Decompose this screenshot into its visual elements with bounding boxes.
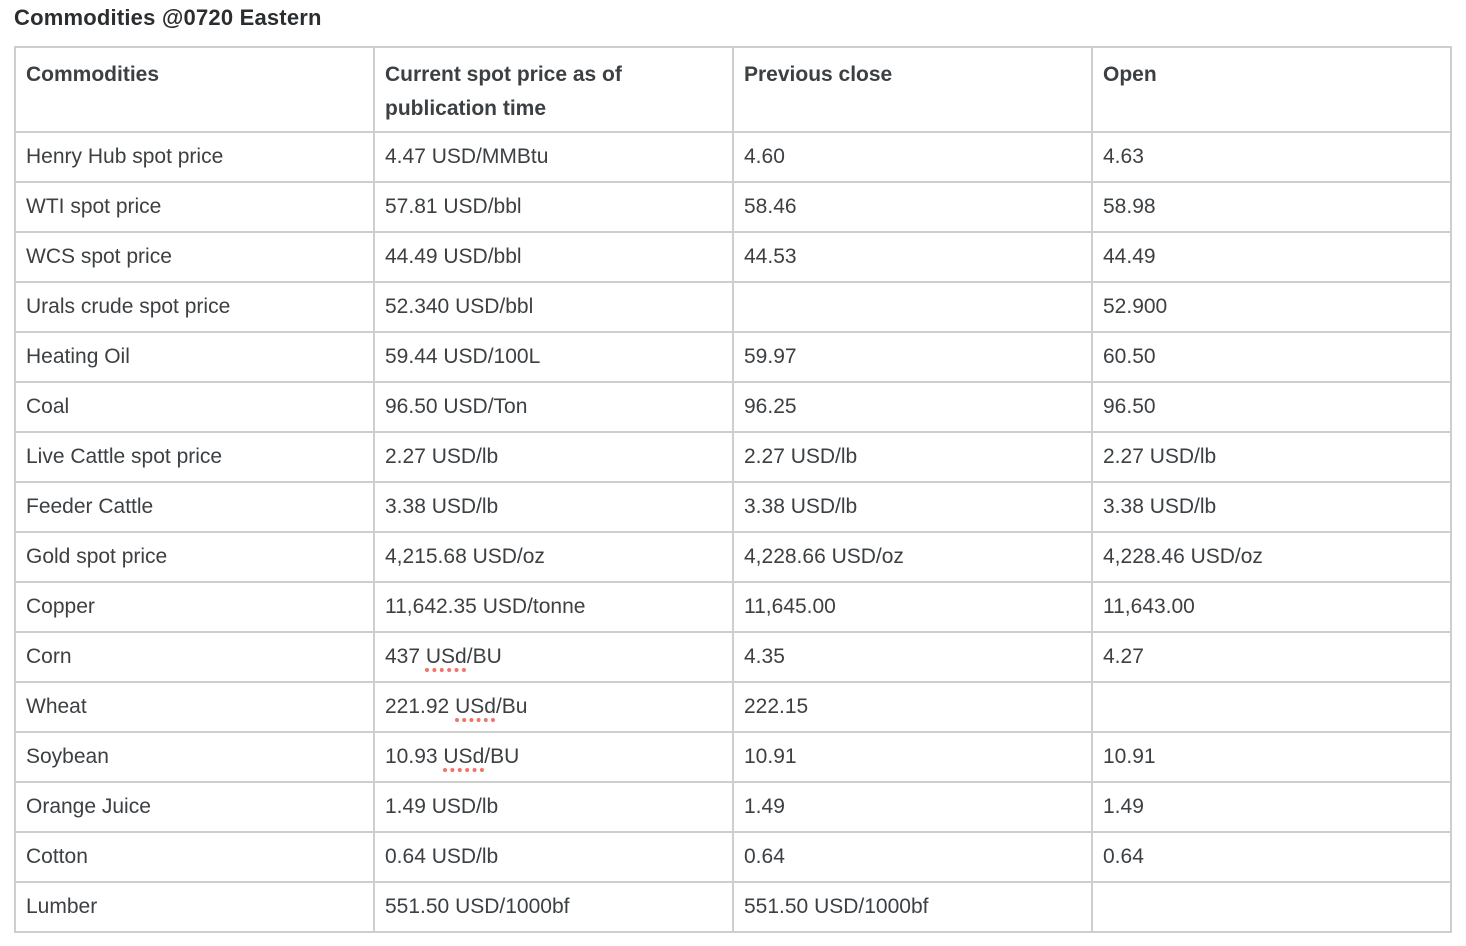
table-row: Henry Hub spot price 4.47 USD/MMBtu 4.60 4.…: [14, 131, 1452, 184]
current-price-cell[interactable]: 59.44 USD/100L: [373, 331, 734, 384]
current-price-cell[interactable]: 221.92 USd/Bu: [373, 681, 734, 734]
table-row: Wheat 221.92 USd/Bu 222.15: [14, 681, 1452, 734]
commodity-name-cell[interactable]: WCS spot price: [14, 231, 375, 284]
current-price-cell[interactable]: 4,215.68 USD/oz: [373, 531, 734, 584]
table-row: Lumber 551.50 USD/1000bf 551.50 USD/1000bf: [14, 881, 1452, 934]
table-row: Cotton 0.64 USD/lb 0.64 0.64: [14, 831, 1452, 884]
previous-close-cell[interactable]: 96.25: [732, 381, 1093, 434]
commodity-name-cell[interactable]: Henry Hub spot price: [14, 131, 375, 184]
open-cell[interactable]: 0.64: [1091, 831, 1452, 884]
commodity-name-cell[interactable]: Live Cattle spot price: [14, 431, 375, 484]
previous-close-cell[interactable]: 0.64: [732, 831, 1093, 884]
table-row: Urals crude spot price 52.340 USD/bbl 52.9…: [14, 281, 1452, 334]
open-cell[interactable]: 60.50: [1091, 331, 1452, 384]
open-cell[interactable]: 96.50: [1091, 381, 1452, 434]
open-cell[interactable]: 4.27: [1091, 631, 1452, 684]
column-header-previous-close[interactable]: Previous close: [732, 46, 1093, 134]
commodity-name-cell[interactable]: Soybean: [14, 731, 375, 784]
previous-close-cell[interactable]: 4,228.66 USD/oz: [732, 531, 1093, 584]
open-cell[interactable]: [1091, 681, 1452, 734]
commodity-name-cell[interactable]: Cotton: [14, 831, 375, 884]
table-row: Live Cattle spot price 2.27 USD/lb 2.27 US…: [14, 431, 1452, 484]
previous-close-cell[interactable]: 11,645.00: [732, 581, 1093, 634]
previous-close-cell[interactable]: 59.97: [732, 331, 1093, 384]
current-price-cell[interactable]: 1.49 USD/lb: [373, 781, 734, 834]
current-price-cell[interactable]: 551.50 USD/1000bf: [373, 881, 734, 934]
open-cell[interactable]: 58.98: [1091, 181, 1452, 234]
commodity-name-cell[interactable]: Corn: [14, 631, 375, 684]
column-header-open[interactable]: Open: [1091, 46, 1452, 134]
open-cell[interactable]: 10.91: [1091, 731, 1452, 784]
open-cell[interactable]: 2.27 USD/lb: [1091, 431, 1452, 484]
commodity-name-cell[interactable]: WTI spot price: [14, 181, 375, 234]
previous-close-cell[interactable]: 2.27 USD/lb: [732, 431, 1093, 484]
current-price-cell[interactable]: 10.93 USd/BU: [373, 731, 734, 784]
commodity-name-cell[interactable]: Lumber: [14, 881, 375, 934]
table-row: Feeder Cattle 3.38 USD/lb 3.38 USD/lb 3.38 …: [14, 481, 1452, 534]
open-cell[interactable]: 52.900: [1091, 281, 1452, 334]
column-header-commodities[interactable]: Commodities: [14, 46, 375, 134]
commodity-name-cell[interactable]: Copper: [14, 581, 375, 634]
open-cell[interactable]: 11,643.00: [1091, 581, 1452, 634]
open-cell[interactable]: 4.63: [1091, 131, 1452, 184]
open-cell[interactable]: 1.49: [1091, 781, 1452, 834]
commodity-name-cell[interactable]: Urals crude spot price: [14, 281, 375, 334]
table-row: Corn 437 USd/BU 4.35 4.27: [14, 631, 1452, 684]
misspelled-word: USd: [455, 695, 496, 719]
table-row: Heating Oil 59.44 USD/100L 59.97 60.50: [14, 331, 1452, 384]
commodity-name-cell[interactable]: Heating Oil: [14, 331, 375, 384]
previous-close-cell[interactable]: 58.46: [732, 181, 1093, 234]
commodity-name-cell[interactable]: Coal: [14, 381, 375, 434]
open-cell[interactable]: 3.38 USD/lb: [1091, 481, 1452, 534]
table-row: WCS spot price 44.49 USD/bbl 44.53 44.49: [14, 231, 1452, 284]
table-row: WTI spot price 57.81 USD/bbl 58.46 58.98: [14, 181, 1452, 234]
commodity-name-cell[interactable]: Gold spot price: [14, 531, 375, 584]
commodity-name-cell[interactable]: Orange Juice: [14, 781, 375, 834]
table-row: Copper 11,642.35 USD/tonne 11,645.00 11,643…: [14, 581, 1452, 634]
previous-close-cell[interactable]: 4.60: [732, 131, 1093, 184]
previous-close-cell[interactable]: 44.53: [732, 231, 1093, 284]
table-body: Henry Hub spot price 4.47 USD/MMBtu 4.60 4.…: [14, 131, 1452, 934]
previous-close-cell[interactable]: 10.91: [732, 731, 1093, 784]
misspelled-word: USd: [443, 745, 485, 769]
table-row: Gold spot price 4,215.68 USD/oz 4,228.66 U…: [14, 531, 1452, 584]
previous-close-cell[interactable]: 1.49: [732, 781, 1093, 834]
misspelled-word: USd: [425, 645, 467, 669]
open-cell[interactable]: 4,228.46 USD/oz: [1091, 531, 1452, 584]
column-header-current-price[interactable]: Current spot price as of publication tim…: [373, 46, 734, 134]
previous-close-cell[interactable]: 222.15: [732, 681, 1093, 734]
previous-close-cell[interactable]: [732, 281, 1093, 334]
page-title[interactable]: Commodities @0720 Eastern: [14, 5, 322, 30]
commodity-name-cell[interactable]: Wheat: [14, 681, 375, 734]
previous-close-cell[interactable]: 551.50 USD/1000bf: [732, 881, 1093, 934]
current-price-cell[interactable]: 96.50 USD/Ton: [373, 381, 734, 434]
current-price-cell[interactable]: 437 USd/BU: [373, 631, 734, 684]
previous-close-cell[interactable]: 3.38 USD/lb: [732, 481, 1093, 534]
current-price-cell[interactable]: 57.81 USD/bbl: [373, 181, 734, 234]
open-cell[interactable]: 44.49: [1091, 231, 1452, 284]
table-row: Orange Juice 1.49 USD/lb 1.49 1.49: [14, 781, 1452, 834]
current-price-cell[interactable]: 44.49 USD/bbl: [373, 231, 734, 284]
open-cell[interactable]: [1091, 881, 1452, 934]
commodities-table: Commodities Current spot price as of pub…: [14, 46, 1452, 934]
table-row: Soybean 10.93 USd/BU 10.91 10.91: [14, 731, 1452, 784]
current-price-cell[interactable]: 4.47 USD/MMBtu: [373, 131, 734, 184]
current-price-cell[interactable]: 52.340 USD/bbl: [373, 281, 734, 334]
current-price-cell[interactable]: 11,642.35 USD/tonne: [373, 581, 734, 634]
commodity-name-cell[interactable]: Feeder Cattle: [14, 481, 375, 534]
current-price-cell[interactable]: 2.27 USD/lb: [373, 431, 734, 484]
current-price-cell[interactable]: 0.64 USD/lb: [373, 831, 734, 884]
table-row: Coal 96.50 USD/Ton 96.25 96.50: [14, 381, 1452, 434]
previous-close-cell[interactable]: 4.35: [732, 631, 1093, 684]
header-row: Commodities Current spot price as of pub…: [14, 46, 1452, 134]
current-price-cell[interactable]: 3.38 USD/lb: [373, 481, 734, 534]
